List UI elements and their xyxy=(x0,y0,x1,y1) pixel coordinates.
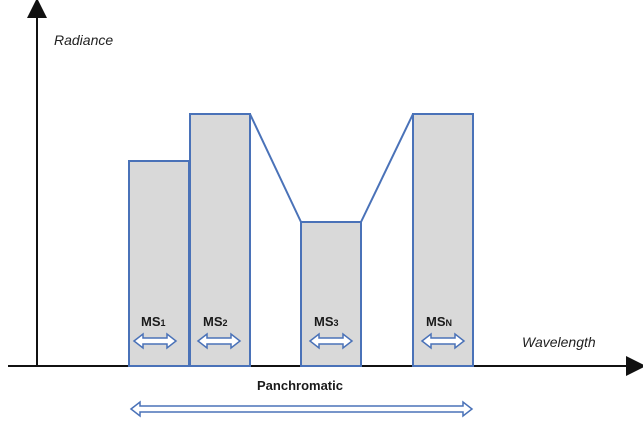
band-ms2-label: MS2 xyxy=(203,314,228,329)
bands-group xyxy=(128,113,474,367)
double-arrow-shape xyxy=(420,332,466,350)
double-arrow-shape xyxy=(196,332,242,350)
slope-line-2-3 xyxy=(249,113,302,223)
band-msn-label: MSN xyxy=(426,314,452,329)
band-msn-arrow xyxy=(420,332,466,350)
band-msn-bar xyxy=(412,113,474,367)
slope-line-3-n xyxy=(360,113,414,223)
band-ms2-arrow xyxy=(196,332,242,350)
double-arrow-shape xyxy=(308,332,354,350)
double-arrow-shape xyxy=(129,400,474,418)
band-ms3-label: MS3 xyxy=(314,314,339,329)
x-axis-label: Wavelength xyxy=(522,334,596,350)
band-ms3-arrow xyxy=(308,332,354,350)
band-ms2-bar xyxy=(189,113,251,367)
band-ms1-label: MS1 xyxy=(141,314,166,329)
band-ms1-arrow xyxy=(132,332,178,350)
double-arrow-shape xyxy=(132,332,178,350)
panchromatic-arrow xyxy=(129,400,474,418)
band-ms1-bar xyxy=(128,160,190,367)
panchromatic-label: Panchromatic xyxy=(257,378,343,393)
y-axis-label: Radiance xyxy=(54,32,113,48)
